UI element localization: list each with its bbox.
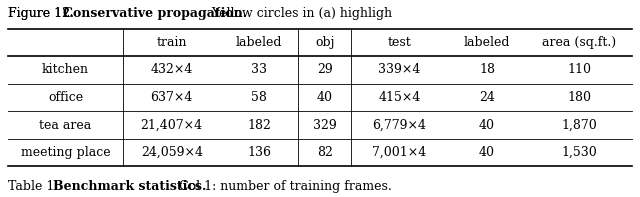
Text: 40: 40 [479,146,495,159]
Text: office: office [48,91,83,104]
Text: Table 1.: Table 1. [8,180,62,193]
Text: labeled: labeled [236,36,282,49]
Text: 21,407×4: 21,407×4 [141,119,203,132]
Text: Figure 12. Conservative propagation.: Figure 12. Conservative propagation. [8,7,246,20]
Text: 7,001×4: 7,001×4 [372,146,427,159]
Text: area (sq.ft.): area (sq.ft.) [542,36,616,49]
Text: 329: 329 [313,119,337,132]
Text: 40: 40 [479,119,495,132]
Text: tea area: tea area [40,119,92,132]
Text: 1,870: 1,870 [561,119,597,132]
Text: labeled: labeled [464,36,510,49]
Text: meeting place: meeting place [20,146,110,159]
Text: 180: 180 [567,91,591,104]
Text: Conservative propagation.: Conservative propagation. [63,7,248,20]
Text: 637×4: 637×4 [150,91,193,104]
Text: test: test [388,36,412,49]
Text: 182: 182 [247,119,271,132]
Text: 82: 82 [317,146,333,159]
Text: 1,530: 1,530 [561,146,597,159]
Text: 58: 58 [252,91,267,104]
Text: obj: obj [315,36,335,49]
Text: 6,779×4: 6,779×4 [372,119,426,132]
Text: kitchen: kitchen [42,63,89,76]
Text: 33: 33 [252,63,268,76]
Text: Col 1: number of training frames.: Col 1: number of training frames. [175,180,392,193]
Text: train: train [156,36,187,49]
Text: 415×4: 415×4 [378,91,420,104]
Text: 18: 18 [479,63,495,76]
Text: 24,059×4: 24,059×4 [141,146,203,159]
Text: 339×4: 339×4 [378,63,420,76]
Text: 40: 40 [317,91,333,104]
Text: Yellow circles in (a) highligh: Yellow circles in (a) highligh [208,7,392,20]
Text: Figure 12.: Figure 12. [8,7,77,20]
Text: 432×4: 432×4 [150,63,193,76]
Text: 24: 24 [479,91,495,104]
Text: Figure 12.: Figure 12. [8,7,77,20]
Text: 110: 110 [567,63,591,76]
Text: 29: 29 [317,63,333,76]
Text: Benchmark statistics.: Benchmark statistics. [53,180,207,193]
Text: 136: 136 [247,146,271,159]
